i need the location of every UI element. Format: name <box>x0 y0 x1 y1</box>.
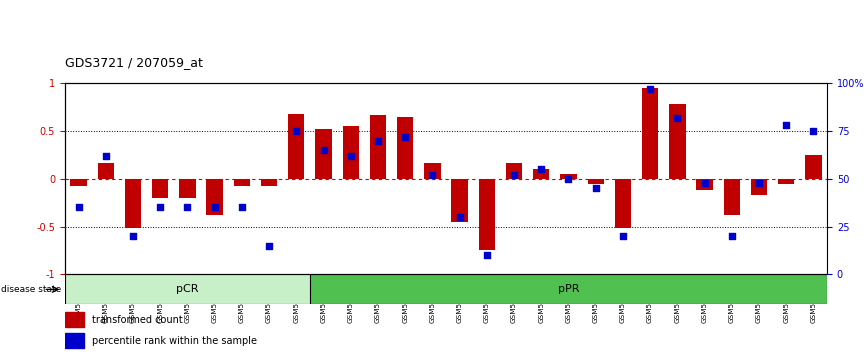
Text: transformed count: transformed count <box>92 315 183 325</box>
Point <box>99 153 113 159</box>
Bar <box>587 179 604 183</box>
Point <box>806 128 820 134</box>
Bar <box>65 312 84 327</box>
Point <box>153 205 167 210</box>
Bar <box>65 333 84 348</box>
Point <box>371 138 385 143</box>
Bar <box>206 179 223 215</box>
Bar <box>179 179 196 198</box>
Bar <box>696 179 713 190</box>
Text: GDS3721 / 207059_at: GDS3721 / 207059_at <box>65 56 203 69</box>
Point <box>534 166 548 172</box>
Text: percentile rank within the sample: percentile rank within the sample <box>92 336 256 346</box>
Bar <box>506 162 522 179</box>
Point <box>643 86 657 92</box>
Bar <box>98 162 114 179</box>
Point <box>561 176 575 182</box>
Point <box>398 134 412 139</box>
Point <box>507 172 521 178</box>
Bar <box>343 126 359 179</box>
Bar <box>125 179 141 228</box>
Bar <box>424 162 441 179</box>
Point <box>289 128 303 134</box>
Bar <box>669 104 686 179</box>
Point <box>453 214 467 220</box>
Bar <box>451 179 468 222</box>
Bar <box>65 274 310 304</box>
Bar <box>370 115 386 179</box>
Bar <box>234 179 250 187</box>
Point <box>72 205 86 210</box>
Point <box>126 233 140 239</box>
Point <box>180 205 194 210</box>
Bar <box>533 169 549 179</box>
Bar <box>778 179 794 183</box>
Point <box>208 205 222 210</box>
Point <box>670 115 684 120</box>
Point <box>235 205 249 210</box>
Bar <box>751 179 767 195</box>
Text: disease state: disease state <box>1 285 64 294</box>
Bar <box>805 155 822 179</box>
Point <box>344 153 358 159</box>
Bar <box>724 179 740 215</box>
Bar <box>315 129 332 179</box>
Bar <box>615 179 631 228</box>
Point <box>752 180 766 185</box>
Bar <box>288 114 305 179</box>
Text: pCR: pCR <box>176 284 198 295</box>
Point <box>589 185 603 191</box>
Bar <box>397 116 413 179</box>
Bar <box>261 179 277 187</box>
Bar <box>560 174 577 179</box>
Text: pPR: pPR <box>558 284 579 295</box>
Bar <box>642 88 658 179</box>
Bar <box>479 179 495 251</box>
Point <box>698 180 712 185</box>
Bar <box>310 274 827 304</box>
Point <box>725 233 739 239</box>
Point <box>317 147 331 153</box>
Point <box>262 243 276 249</box>
Bar <box>152 179 168 198</box>
Point <box>616 233 630 239</box>
Point <box>480 252 494 258</box>
Point <box>425 172 439 178</box>
Point <box>779 122 793 128</box>
Bar <box>70 179 87 187</box>
